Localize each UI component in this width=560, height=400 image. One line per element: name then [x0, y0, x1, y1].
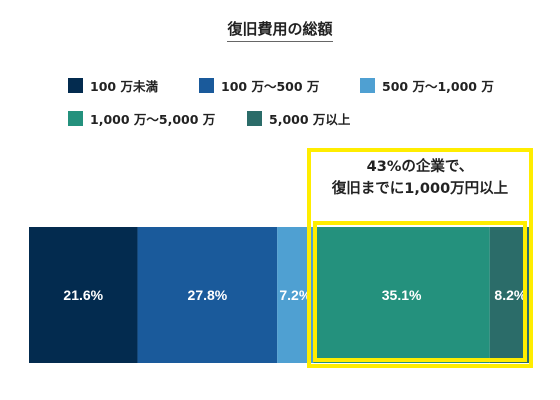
- legend-label: 100 万～500 万: [221, 78, 320, 94]
- legend-swatch: [68, 110, 83, 126]
- legend-swatch: [247, 110, 262, 126]
- bar-value-label-2: 7.2%: [279, 287, 311, 303]
- legend-label: 1,000 万～5,000 万: [90, 111, 216, 127]
- callout-annotation: 43%の企業で、 復旧までに1,000万円以上: [307, 156, 533, 200]
- legend-item-5m-10m: 500 万～1,000 万: [360, 77, 494, 94]
- bar-segment-1: [137, 227, 278, 363]
- bar-value-label-4: 8.2%: [494, 287, 526, 303]
- bar-value-label-0: 21.6%: [63, 287, 103, 303]
- callout-line-2: 復旧までに1,000万円以上: [331, 181, 509, 197]
- callout-highlight-frame: [313, 221, 527, 362]
- bar-value-label-3: 35.1%: [382, 287, 422, 303]
- bar-segment-3: [313, 227, 490, 363]
- bar-segment-0: [29, 227, 138, 363]
- chart-title: 復旧費用の総額: [0, 18, 560, 42]
- legend-item-10m-50m: 1,000 万～5,000 万: [68, 110, 216, 127]
- legend-label: 500 万～1,000 万: [382, 78, 494, 94]
- legend-item-1m-5m: 100 万～500 万: [199, 77, 320, 94]
- legend-label: 5,000 万以上: [269, 111, 351, 127]
- legend-item-under-1m: 100 万未満: [68, 77, 158, 94]
- bar-value-label-1: 27.8%: [188, 287, 228, 303]
- legend-swatch: [360, 77, 375, 93]
- callout-line-1: 43%の企業で、: [366, 159, 474, 175]
- legend-label: 100 万未満: [90, 78, 158, 94]
- legend-swatch: [199, 77, 214, 93]
- legend-swatch: [68, 77, 83, 93]
- callout-outer-frame: [307, 148, 533, 368]
- legend-item-over-50m: 5,000 万以上: [247, 110, 351, 127]
